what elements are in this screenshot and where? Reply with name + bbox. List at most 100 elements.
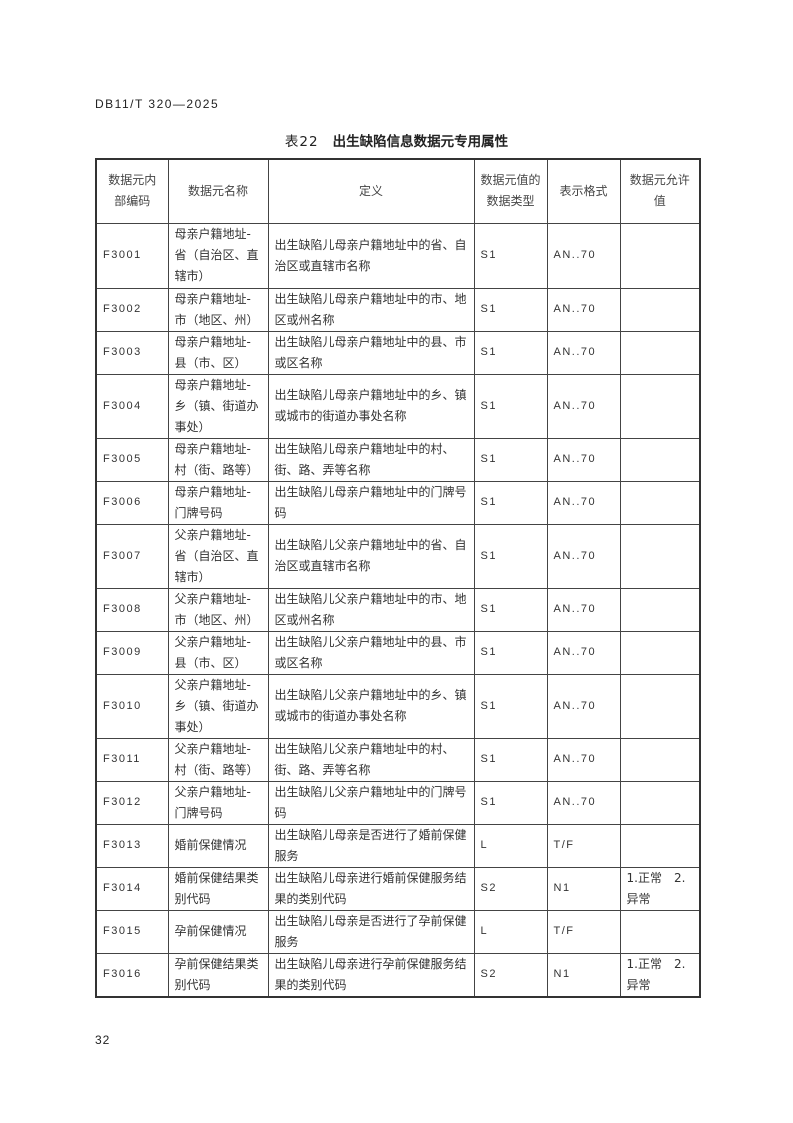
- cell-code: F3012: [95, 780, 169, 825]
- table-row: F3006 母亲户籍地址-门牌号码 出生缺陷儿母亲户籍地址中的门牌号码 S1 AN..7…: [95, 480, 701, 525]
- cell-allowed: [619, 222, 701, 289]
- cell-fmt: T/F: [546, 909, 621, 954]
- cell-fmt: AN..70: [546, 373, 621, 439]
- cell-code: F3010: [95, 673, 169, 739]
- cell-fmt: AN..70: [546, 673, 621, 739]
- cell-fmt: T/F: [546, 823, 621, 868]
- cell-def: 出生缺陷儿母亲户籍地址中的乡、镇或城市的街道办事处名称: [267, 373, 475, 439]
- table-header-row: 数据元内部编码 数据元名称 定义 数据元值的数据类型 表示格式 数据元允许值: [95, 158, 701, 224]
- page-number: 32: [95, 1033, 111, 1047]
- cell-def: 出生缺陷儿父亲户籍地址中的县、市或区名称: [267, 630, 475, 675]
- cell-type: S1: [473, 630, 548, 675]
- cell-code: F3009: [95, 630, 169, 675]
- table-row: F3005 母亲户籍地址-村（街、路等） 出生缺陷儿母亲户籍地址中的村、街、路、弄等…: [95, 437, 701, 482]
- table-row: F3008 父亲户籍地址-市（地区、州） 出生缺陷儿父亲户籍地址中的市、地区或州名称…: [95, 587, 701, 632]
- column-header: 定义: [267, 158, 475, 224]
- cell-type: S1: [473, 673, 548, 739]
- table-row: F3014 婚前保健结果类别代码 出生缺陷儿母亲进行婚前保健服务结果的类别代码 S2 N…: [95, 866, 701, 911]
- cell-type: S2: [473, 952, 548, 997]
- column-header: 表示格式: [546, 158, 621, 224]
- cell-name: 父亲户籍地址-乡（镇、街道办事处）: [167, 673, 269, 739]
- cell-allowed: 1.正常 2.异常: [619, 866, 701, 911]
- cell-fmt: AN..70: [546, 480, 621, 525]
- cell-name: 母亲户籍地址-乡（镇、街道办事处）: [167, 373, 269, 439]
- cell-fmt: AN..70: [546, 437, 621, 482]
- table-number: 表22: [284, 134, 319, 150]
- cell-fmt: N1: [546, 952, 621, 997]
- cell-type: S1: [473, 330, 548, 375]
- cell-type: S2: [473, 866, 548, 911]
- cell-type: L: [473, 823, 548, 868]
- cell-type: S1: [473, 373, 548, 439]
- cell-code: F3015: [95, 909, 169, 954]
- cell-def: 出生缺陷儿母亲户籍地址中的县、市或区名称: [267, 330, 475, 375]
- cell-name: 婚前保健情况: [167, 823, 269, 868]
- cell-name: 父亲户籍地址-村（街、路等）: [167, 737, 269, 782]
- cell-def: 出生缺陷儿父亲户籍地址中的乡、镇或城市的街道办事处名称: [267, 673, 475, 739]
- cell-fmt: AN..70: [546, 330, 621, 375]
- cell-name: 母亲户籍地址-门牌号码: [167, 480, 269, 525]
- cell-allowed: [619, 823, 701, 868]
- cell-def: 出生缺陷儿父亲户籍地址中的省、自治区或直辖市名称: [267, 523, 475, 589]
- cell-fmt: AN..70: [546, 523, 621, 589]
- cell-fmt: AN..70: [546, 780, 621, 825]
- cell-allowed: [619, 673, 701, 739]
- cell-allowed: [619, 780, 701, 825]
- column-header: 数据元内部编码: [95, 158, 169, 224]
- cell-name: 父亲户籍地址-门牌号码: [167, 780, 269, 825]
- cell-code: F3013: [95, 823, 169, 868]
- cell-fmt: AN..70: [546, 737, 621, 782]
- table-row: F3016 孕前保健结果类别代码 出生缺陷儿母亲进行孕前保健服务结果的类别代码 S2 N…: [95, 952, 701, 997]
- table-row: F3010 父亲户籍地址-乡（镇、街道办事处） 出生缺陷儿父亲户籍地址中的乡、镇或城…: [95, 673, 701, 739]
- table-row: F3007 父亲户籍地址-省（自治区、直辖市） 出生缺陷儿父亲户籍地址中的省、自治区…: [95, 523, 701, 589]
- cell-def: 出生缺陷儿母亲是否进行了婚前保健服务: [267, 823, 475, 868]
- cell-def: 出生缺陷儿父亲户籍地址中的门牌号码: [267, 780, 475, 825]
- cell-type: S1: [473, 780, 548, 825]
- cell-name: 孕前保健情况: [167, 909, 269, 954]
- cell-code: F3011: [95, 737, 169, 782]
- cell-fmt: N1: [546, 866, 621, 911]
- table-row: F3011 父亲户籍地址-村（街、路等） 出生缺陷儿父亲户籍地址中的村、街、路、弄等…: [95, 737, 701, 782]
- column-header: 数据元值的数据类型: [473, 158, 548, 224]
- cell-def: 出生缺陷儿母亲进行婚前保健服务结果的类别代码: [267, 866, 475, 911]
- cell-def: 出生缺陷儿母亲户籍地址中的门牌号码: [267, 480, 475, 525]
- cell-code: F3003: [95, 330, 169, 375]
- cell-code: F3006: [95, 480, 169, 525]
- cell-type: S1: [473, 480, 548, 525]
- cell-code: F3001: [95, 222, 169, 289]
- cell-allowed: [619, 373, 701, 439]
- cell-name: 父亲户籍地址-县（市、区）: [167, 630, 269, 675]
- cell-name: 母亲户籍地址-县（市、区）: [167, 330, 269, 375]
- cell-type: S1: [473, 737, 548, 782]
- cell-code: F3014: [95, 866, 169, 911]
- cell-fmt: AN..70: [546, 630, 621, 675]
- cell-def: 出生缺陷儿父亲户籍地址中的市、地区或州名称: [267, 587, 475, 632]
- table-row: F3002 母亲户籍地址-市（地区、州） 出生缺陷儿母亲户籍地址中的市、地区或州名称…: [95, 287, 701, 332]
- cell-def: 出生缺陷儿母亲户籍地址中的村、街、路、弄等名称: [267, 437, 475, 482]
- cell-allowed: [619, 523, 701, 589]
- table-row: F3013 婚前保健情况 出生缺陷儿母亲是否进行了婚前保健服务 L T/F: [95, 823, 701, 868]
- table-title: 表22 出生缺陷信息数据元专用属性: [0, 130, 793, 150]
- column-header: 数据元允许值: [619, 158, 701, 224]
- cell-code: F3008: [95, 587, 169, 632]
- data-element-table: 数据元内部编码 数据元名称 定义 数据元值的数据类型 表示格式 数据元允许值 F…: [95, 158, 701, 998]
- cell-type: S1: [473, 587, 548, 632]
- document-header: DB11/T 320—2025: [95, 97, 220, 111]
- cell-def: 出生缺陷儿母亲户籍地址中的省、自治区或直辖市名称: [267, 222, 475, 289]
- table-row: F3012 父亲户籍地址-门牌号码 出生缺陷儿父亲户籍地址中的门牌号码 S1 AN..7…: [95, 780, 701, 825]
- cell-allowed: [619, 480, 701, 525]
- cell-allowed: 1.正常 2.异常: [619, 952, 701, 997]
- cell-name: 孕前保健结果类别代码: [167, 952, 269, 997]
- table-title-text: 出生缺陷信息数据元专用属性: [332, 134, 509, 150]
- cell-name: 父亲户籍地址-省（自治区、直辖市）: [167, 523, 269, 589]
- cell-code: F3007: [95, 523, 169, 589]
- cell-fmt: AN..70: [546, 222, 621, 289]
- cell-allowed: [619, 909, 701, 954]
- cell-type: S1: [473, 523, 548, 589]
- table-row: F3001 母亲户籍地址-省（自治区、直辖市） 出生缺陷儿母亲户籍地址中的省、自治区…: [95, 222, 701, 289]
- cell-code: F3004: [95, 373, 169, 439]
- cell-type: S1: [473, 222, 548, 289]
- cell-allowed: [619, 437, 701, 482]
- cell-def: 出生缺陷儿母亲是否进行了孕前保健服务: [267, 909, 475, 954]
- cell-name: 父亲户籍地址-市（地区、州）: [167, 587, 269, 632]
